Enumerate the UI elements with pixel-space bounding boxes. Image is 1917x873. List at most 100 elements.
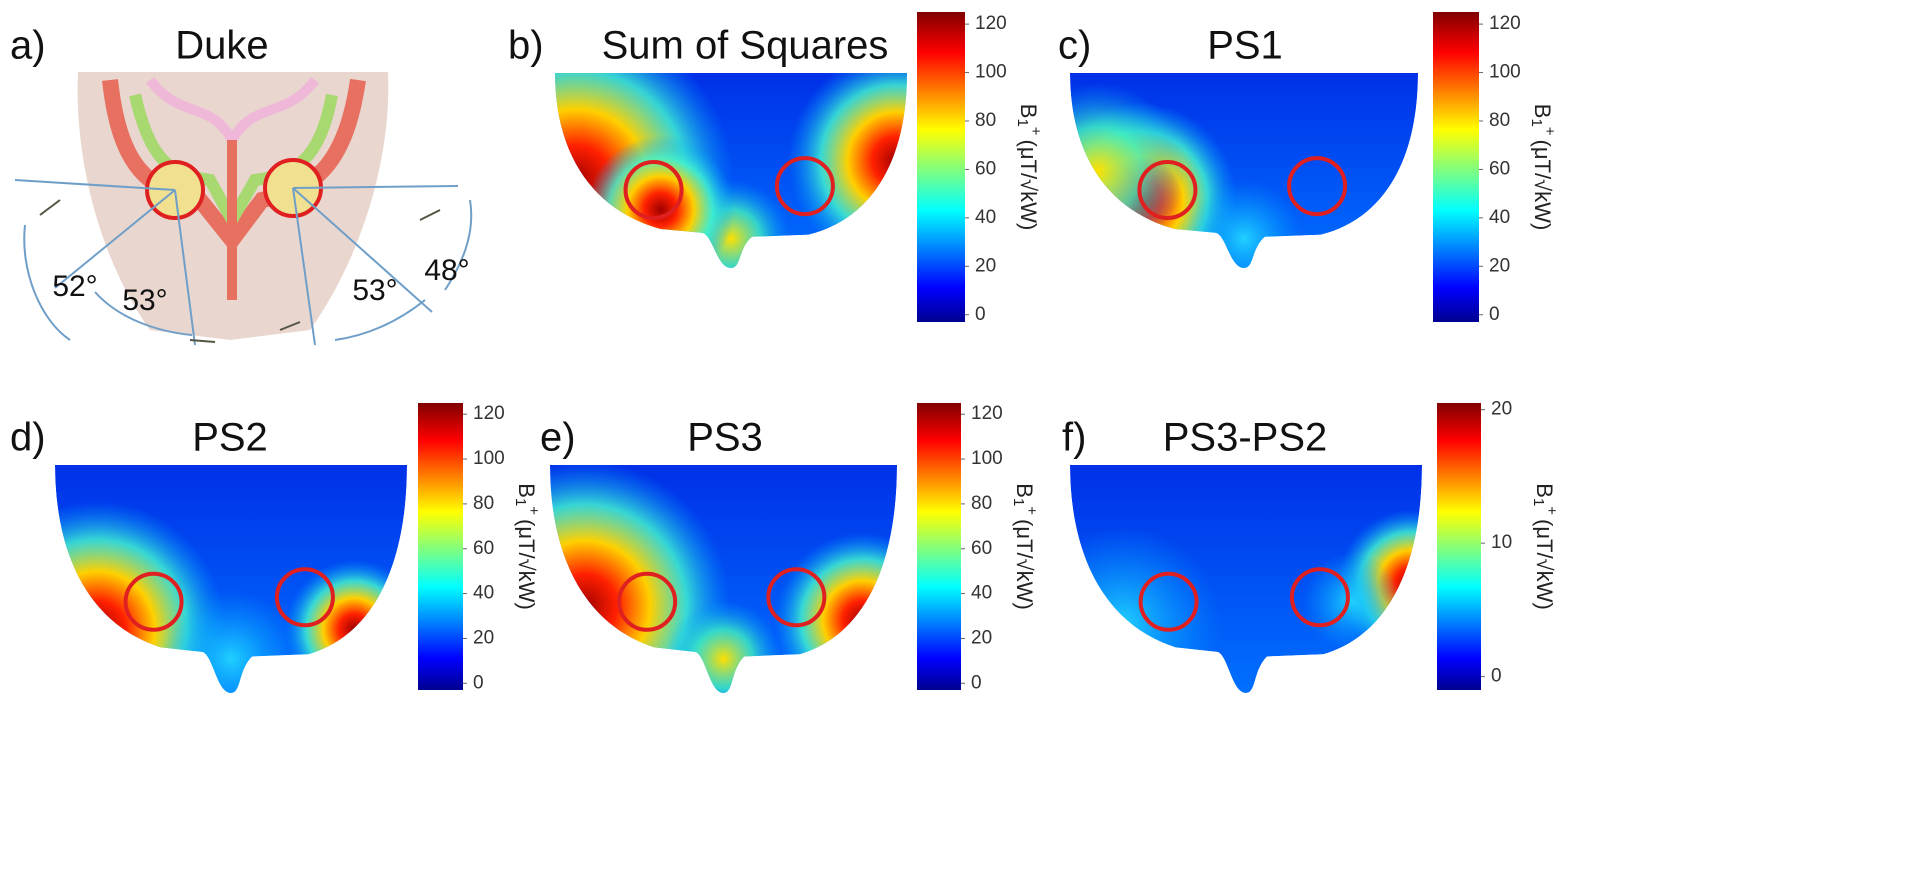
colorbar-tick-label: 80 (975, 110, 996, 131)
colorbar-tick-label: 80 (971, 493, 992, 514)
colorbar-tick-label: 100 (971, 448, 1003, 469)
colorbar-tick-label: 40 (1489, 207, 1510, 228)
roi-circle (766, 567, 827, 628)
panel-label: a) (10, 24, 46, 68)
heatmap (1070, 73, 1418, 268)
label-base: B (514, 483, 539, 498)
colorbar (1437, 403, 1481, 690)
label-sub: 1 (1014, 118, 1031, 126)
heatmap-region (1070, 526, 1222, 693)
colorbar-tick-label: 120 (473, 403, 505, 424)
colorbar-tick-label: 100 (473, 448, 505, 469)
colorbar (1433, 12, 1479, 322)
panel-label: e) (540, 416, 576, 460)
colorbar-tick-label: 40 (473, 583, 494, 604)
label-sub: 1 (512, 498, 529, 506)
panel-label: c) (1058, 24, 1091, 68)
roi-circle (617, 571, 678, 632)
colorbar-tick-label: 20 (473, 627, 494, 648)
angle-label: 53° (352, 274, 397, 307)
colorbar-tick-label: 120 (971, 403, 1003, 424)
panel-title: PS3 (687, 416, 763, 460)
colorbar-tick-label: 60 (1489, 158, 1510, 179)
heatmap-region (162, 589, 300, 693)
heatmap-region (1070, 82, 1186, 259)
roi-circle (1137, 160, 1198, 220)
heatmap (55, 465, 407, 693)
colorbar (418, 403, 463, 690)
colorbar-tick-label: 20 (1491, 399, 1512, 420)
label-unit: (μT/√kW) (1532, 519, 1557, 610)
heatmap (1070, 465, 1422, 693)
panel-title: Sum of Squares (602, 24, 889, 68)
label-base: B (1016, 104, 1041, 119)
panel-title: Duke (175, 24, 268, 68)
colorbar-label: B1+ (μT/√kW) (1530, 483, 1560, 610)
heatmap-region (1302, 552, 1401, 652)
angle-label: 52° (52, 270, 97, 303)
heatmap-region (586, 135, 735, 268)
label-sub: 1 (1530, 498, 1547, 506)
panel-title: PS2 (192, 416, 268, 460)
colorbar-tick-label: 0 (1489, 304, 1500, 325)
label-sup: + (1543, 506, 1560, 515)
label-unit: (μT/√kW) (514, 519, 539, 610)
colorbar-tick-label: 0 (1491, 666, 1502, 687)
colorbar (917, 403, 961, 690)
roi-circle (623, 160, 684, 220)
label-sup: + (1023, 506, 1040, 515)
colorbar-tick-label: 100 (1489, 62, 1521, 83)
panel-label: f) (1062, 416, 1086, 460)
label-base: B (1530, 104, 1555, 119)
angle-label: 53° (122, 284, 167, 317)
label-sup: + (525, 506, 542, 515)
roi-circle (1138, 571, 1199, 632)
colorbar-tick-label: 60 (971, 538, 992, 559)
label-sub: 1 (1528, 118, 1545, 126)
panel-label: d) (10, 416, 46, 460)
label-unit: (μT/√kW) (1016, 140, 1041, 231)
heatmap-region (285, 560, 407, 693)
colorbar-label: B1+ (μT/√kW) (512, 483, 542, 610)
colorbar-tick-label: 10 (1491, 532, 1512, 553)
heatmap (555, 73, 907, 268)
colorbar-tick-label: 40 (975, 207, 996, 228)
colorbar-label: B1+ (μT/√kW) (1528, 104, 1558, 231)
colorbar-tick-label: 20 (1489, 255, 1510, 276)
colorbar-label: B1+ (μT/√kW) (1014, 104, 1044, 231)
colorbar-tick-label: 60 (975, 158, 996, 179)
colorbar-tick-label: 100 (975, 62, 1007, 83)
anatomy-drawing (14, 72, 473, 346)
colorbar-tick-label: 40 (971, 583, 992, 604)
colorbar-tick-label: 80 (473, 493, 494, 514)
colorbar-label: B1+ (μT/√kW) (1010, 483, 1040, 610)
roi-circle (1287, 156, 1348, 217)
roi-circle (774, 156, 835, 217)
roi-circle (123, 571, 184, 632)
label-unit: (μT/√kW) (1012, 519, 1037, 610)
label-base: B (1532, 483, 1557, 498)
roi-circle (1289, 567, 1350, 628)
colorbar-tick-label: 20 (971, 627, 992, 648)
angle-label: 48° (424, 254, 469, 287)
panel-title: PS1 (1207, 24, 1283, 68)
label-sup: + (1027, 127, 1044, 136)
colorbar-tick-label: 80 (1489, 110, 1510, 131)
colorbar-tick-label: 120 (1489, 13, 1521, 34)
colorbar-tick-label: 0 (975, 304, 986, 325)
heatmap-region (1185, 180, 1303, 268)
heatmap-region (665, 600, 782, 693)
colorbar (917, 12, 965, 322)
colorbar-tick-label: 0 (473, 672, 484, 693)
panel-title: PS3-PS2 (1163, 416, 1328, 460)
panel-label: b) (508, 24, 544, 68)
colorbar-tick-label: 0 (971, 672, 982, 693)
label-sub: 1 (1010, 498, 1027, 506)
label-base: B (1012, 483, 1037, 498)
roi-circle (274, 567, 335, 628)
colorbar-tick-label: 120 (975, 13, 1007, 34)
label-unit: (μT/√kW) (1530, 140, 1555, 231)
colorbar-tick-label: 60 (473, 538, 494, 559)
label-sup: + (1541, 127, 1558, 136)
